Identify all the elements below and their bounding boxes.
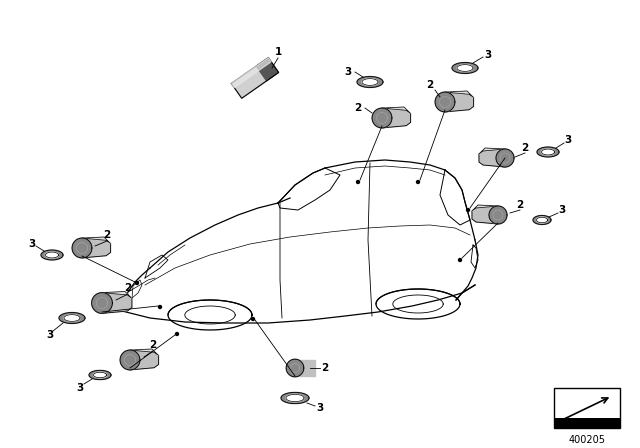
- Text: 3: 3: [76, 383, 84, 393]
- Text: 2: 2: [124, 283, 132, 293]
- Text: 3: 3: [558, 205, 566, 215]
- Polygon shape: [435, 92, 455, 112]
- Text: 2: 2: [426, 80, 434, 90]
- Text: 3: 3: [46, 330, 54, 340]
- Polygon shape: [445, 91, 474, 98]
- Polygon shape: [291, 360, 315, 376]
- Polygon shape: [382, 107, 411, 114]
- Polygon shape: [82, 237, 111, 244]
- Polygon shape: [232, 58, 271, 88]
- Polygon shape: [479, 148, 505, 154]
- Polygon shape: [286, 394, 304, 401]
- Polygon shape: [382, 108, 411, 128]
- Text: 2: 2: [522, 143, 529, 153]
- Polygon shape: [472, 205, 498, 211]
- Polygon shape: [457, 65, 473, 71]
- Polygon shape: [479, 149, 505, 167]
- Text: 3: 3: [344, 67, 351, 77]
- Text: 1: 1: [275, 47, 282, 57]
- Polygon shape: [286, 359, 304, 377]
- Polygon shape: [175, 332, 179, 336]
- Polygon shape: [356, 181, 360, 184]
- Text: 3: 3: [484, 50, 492, 60]
- Polygon shape: [41, 250, 63, 260]
- Polygon shape: [92, 293, 113, 313]
- Polygon shape: [537, 147, 559, 157]
- Polygon shape: [102, 292, 132, 298]
- Polygon shape: [59, 313, 85, 323]
- Polygon shape: [417, 181, 419, 184]
- Text: 2: 2: [149, 340, 157, 350]
- Polygon shape: [489, 206, 507, 224]
- Polygon shape: [82, 238, 111, 258]
- Polygon shape: [445, 92, 474, 112]
- Bar: [554, 388, 620, 428]
- Polygon shape: [452, 63, 478, 73]
- Polygon shape: [536, 217, 547, 223]
- Polygon shape: [93, 372, 106, 378]
- Polygon shape: [252, 318, 255, 320]
- Polygon shape: [533, 215, 551, 224]
- Polygon shape: [45, 252, 58, 258]
- Polygon shape: [541, 149, 554, 155]
- Polygon shape: [159, 306, 161, 309]
- Polygon shape: [467, 208, 470, 211]
- Text: 2: 2: [104, 230, 111, 240]
- Polygon shape: [281, 392, 309, 404]
- Polygon shape: [472, 206, 498, 224]
- Text: 2: 2: [516, 200, 524, 210]
- Polygon shape: [136, 281, 138, 284]
- Polygon shape: [372, 108, 392, 128]
- Bar: [554, 418, 620, 428]
- Polygon shape: [357, 77, 383, 87]
- Polygon shape: [256, 58, 278, 81]
- Polygon shape: [232, 65, 268, 98]
- Text: 3: 3: [28, 239, 36, 249]
- Polygon shape: [72, 238, 92, 258]
- Polygon shape: [120, 350, 140, 370]
- Polygon shape: [362, 79, 378, 86]
- Polygon shape: [89, 370, 111, 379]
- Text: 2: 2: [355, 103, 362, 113]
- Polygon shape: [130, 349, 159, 356]
- Polygon shape: [102, 293, 132, 313]
- Polygon shape: [130, 350, 159, 370]
- Text: 3: 3: [316, 403, 324, 413]
- Polygon shape: [458, 258, 461, 262]
- Polygon shape: [496, 149, 514, 167]
- Text: 400205: 400205: [568, 435, 605, 445]
- Text: 2: 2: [321, 363, 328, 373]
- Polygon shape: [64, 314, 80, 321]
- Text: 3: 3: [564, 135, 572, 145]
